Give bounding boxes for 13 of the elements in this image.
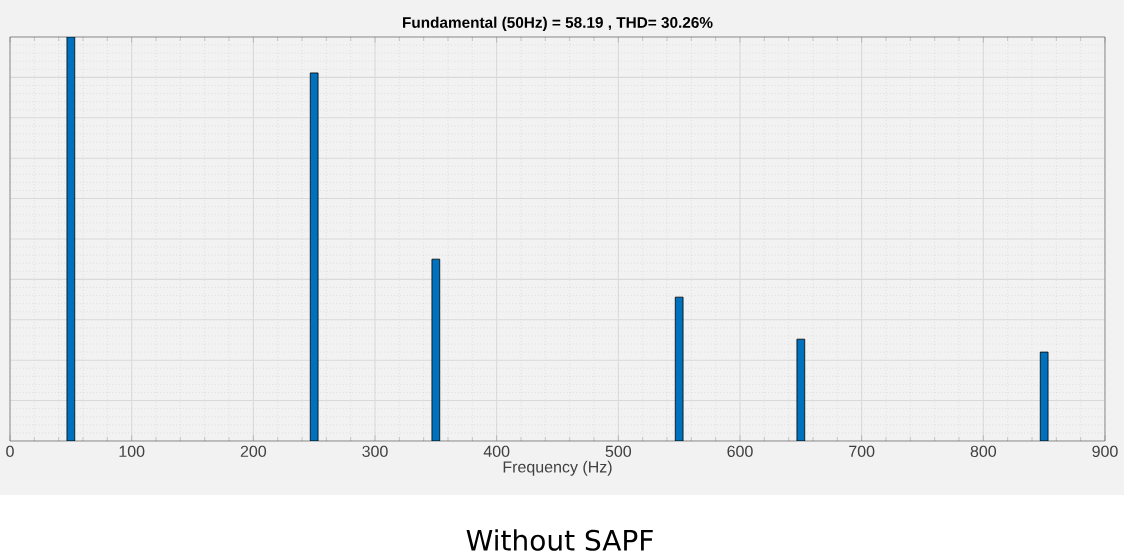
x-tick-label: 700 <box>849 445 875 458</box>
x-tick-label: 0 <box>6 445 14 458</box>
text: Without SAPF <box>466 529 653 551</box>
x-tick-label: 600 <box>727 445 753 458</box>
x-tick-label: 500 <box>605 445 632 458</box>
x-tick-label: 800 <box>970 445 997 458</box>
x-axis-title: Frequency (Hz) <box>503 460 612 476</box>
chart-title: Fundamental (50Hz) = 58.19 , THD= 30.26% <box>403 16 713 31</box>
x-tick-label: 100 <box>119 445 145 458</box>
x-tick-label: 900 <box>1092 445 1118 458</box>
x-tick-label: 200 <box>240 445 267 458</box>
x-tick-label: 400 <box>483 445 510 458</box>
x-tick-label: 300 <box>362 445 388 458</box>
